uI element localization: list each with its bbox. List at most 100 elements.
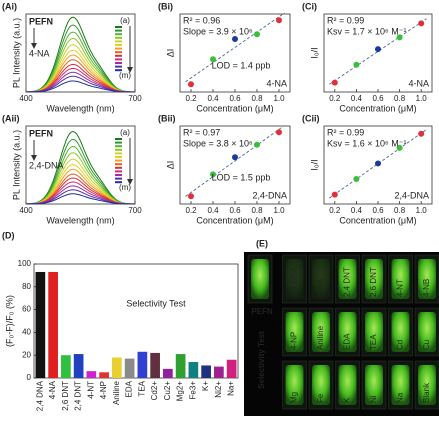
vial-glow: [285, 365, 304, 405]
photo-sample: PEFN: [251, 307, 273, 316]
x-tick-label: 0.4: [351, 94, 363, 103]
fit-stat: R² = 0.96: [183, 15, 220, 25]
x-axis-label: Concentration (μM): [196, 215, 273, 225]
x-tick-label: 700: [128, 206, 142, 215]
vial-glow: [338, 365, 357, 405]
data-point: [353, 176, 360, 183]
bar: [99, 372, 109, 378]
x-tick-label: 0.8: [251, 94, 263, 103]
panel-label: (Cii): [302, 113, 320, 123]
analyte-label: 4-NA: [408, 78, 429, 88]
y-axis-label: (F₀-F)/F₀ (%): [4, 295, 14, 347]
lod-label: LOD = 1.5 ppb: [212, 172, 271, 182]
data-point: [375, 46, 381, 53]
vial-glow: [365, 259, 383, 299]
x-tick-label: 0.2: [329, 206, 341, 215]
vial-glow: [391, 259, 410, 299]
x-tick-label: 0.8: [251, 206, 263, 215]
vial-label: EDA: [343, 333, 352, 350]
plot-frame: [25, 125, 136, 205]
fit-stat: Slope = 3.8 × 10⁶: [183, 138, 253, 148]
vial-glow: [391, 312, 410, 352]
x-tick-label: 0.6: [372, 206, 384, 215]
vial-glow: [285, 259, 304, 299]
vial-label: Cd: [396, 340, 405, 350]
vial-label: 2,4 DNT: [343, 267, 352, 297]
bar: [73, 354, 84, 378]
y-tick-label: 80: [22, 282, 31, 291]
bar: [48, 271, 58, 378]
vial-glow: [391, 365, 410, 405]
x-tick-label: 1.0: [416, 94, 428, 103]
bar: [226, 359, 237, 378]
vial-glow: [312, 365, 330, 405]
bar: [112, 357, 122, 378]
data-point: [418, 130, 425, 137]
vial-label: Mg: [290, 392, 299, 403]
x-tick-label: Cu2+: [163, 381, 172, 401]
fit-stat: Ksv = 1.6 × 10⁶ M⁻¹: [327, 138, 407, 148]
bar: [86, 371, 97, 378]
analyte-label: 2,4-DNA: [394, 190, 429, 200]
x-tick-label: K+: [201, 381, 210, 391]
bar: [201, 365, 211, 378]
vial-label: Ni: [369, 395, 378, 403]
fit-stat: R² = 0.97: [183, 127, 220, 137]
sample-label: PEFN: [29, 128, 53, 138]
x-tick-label: 0.6: [229, 94, 241, 103]
x-tick-label: 2,4 DNA: [35, 380, 44, 411]
legend-first: (a): [120, 16, 130, 25]
vial-label: Fe: [316, 393, 325, 403]
fit-stat: Slope = 3.9 × 10⁶: [183, 26, 253, 36]
data-point: [276, 129, 282, 136]
vial-glow: [418, 312, 436, 352]
y-tick-label: 20: [22, 350, 31, 359]
x-tick-label: 0.2: [329, 94, 341, 103]
data-point: [396, 34, 403, 41]
data-point: [375, 160, 381, 167]
y-axis-label: I₀/I: [309, 47, 319, 58]
x-tick-label: 0.2: [185, 206, 197, 215]
x-tick-label: 2,6 DNT: [61, 381, 70, 411]
fit-stat: R² = 0.99: [327, 127, 364, 137]
panel-label: (Aii): [2, 113, 20, 123]
x-tick-label: 0.4: [207, 94, 219, 103]
bar: [188, 362, 199, 378]
x-tick-label: 0.8: [394, 206, 406, 215]
vial-label: Cu: [422, 340, 431, 350]
x-axis-label: Wavelength (nm): [46, 103, 114, 113]
analyte-label: 4-NA: [266, 78, 287, 88]
vial-glow: [312, 312, 330, 352]
plot-frame: [25, 13, 136, 93]
vial-glow: [365, 312, 383, 352]
data-point: [188, 193, 194, 200]
data-point: [276, 17, 282, 24]
vial-glow: [418, 259, 436, 299]
data-point: [331, 79, 338, 86]
data-point: [188, 81, 194, 88]
x-tick-label: EDA: [125, 380, 134, 397]
x-tick-label: Na+: [227, 381, 236, 396]
y-tick-label: 40: [22, 328, 31, 337]
lod-label: LOD = 1.4 ppb: [212, 60, 271, 70]
photo-caption: Selectivity Test: [257, 331, 266, 389]
vial-label: TEA: [369, 334, 378, 350]
x-tick-label: 0.6: [229, 206, 241, 215]
y-tick-label: 0: [27, 373, 32, 382]
chart-title: Selectivity Test: [126, 298, 186, 308]
spectrum-curve: [26, 37, 135, 93]
x-tick-label: 700: [128, 94, 142, 103]
data-point: [331, 191, 338, 198]
bar: [61, 355, 71, 378]
y-axis-label: I₀/I: [309, 159, 319, 170]
x-axis-label: Concentration (μM): [339, 103, 416, 113]
x-tick-label: 0.8: [394, 94, 406, 103]
sample-label: PEFN: [29, 16, 53, 26]
data-point: [210, 56, 216, 63]
vial-label: 4-NA: [316, 278, 325, 297]
x-tick-label: 0.2: [185, 94, 197, 103]
panel-label: (D): [2, 230, 15, 240]
y-axis-label: ΔI: [165, 161, 175, 170]
x-axis-label: Wavelength (nm): [46, 215, 114, 225]
